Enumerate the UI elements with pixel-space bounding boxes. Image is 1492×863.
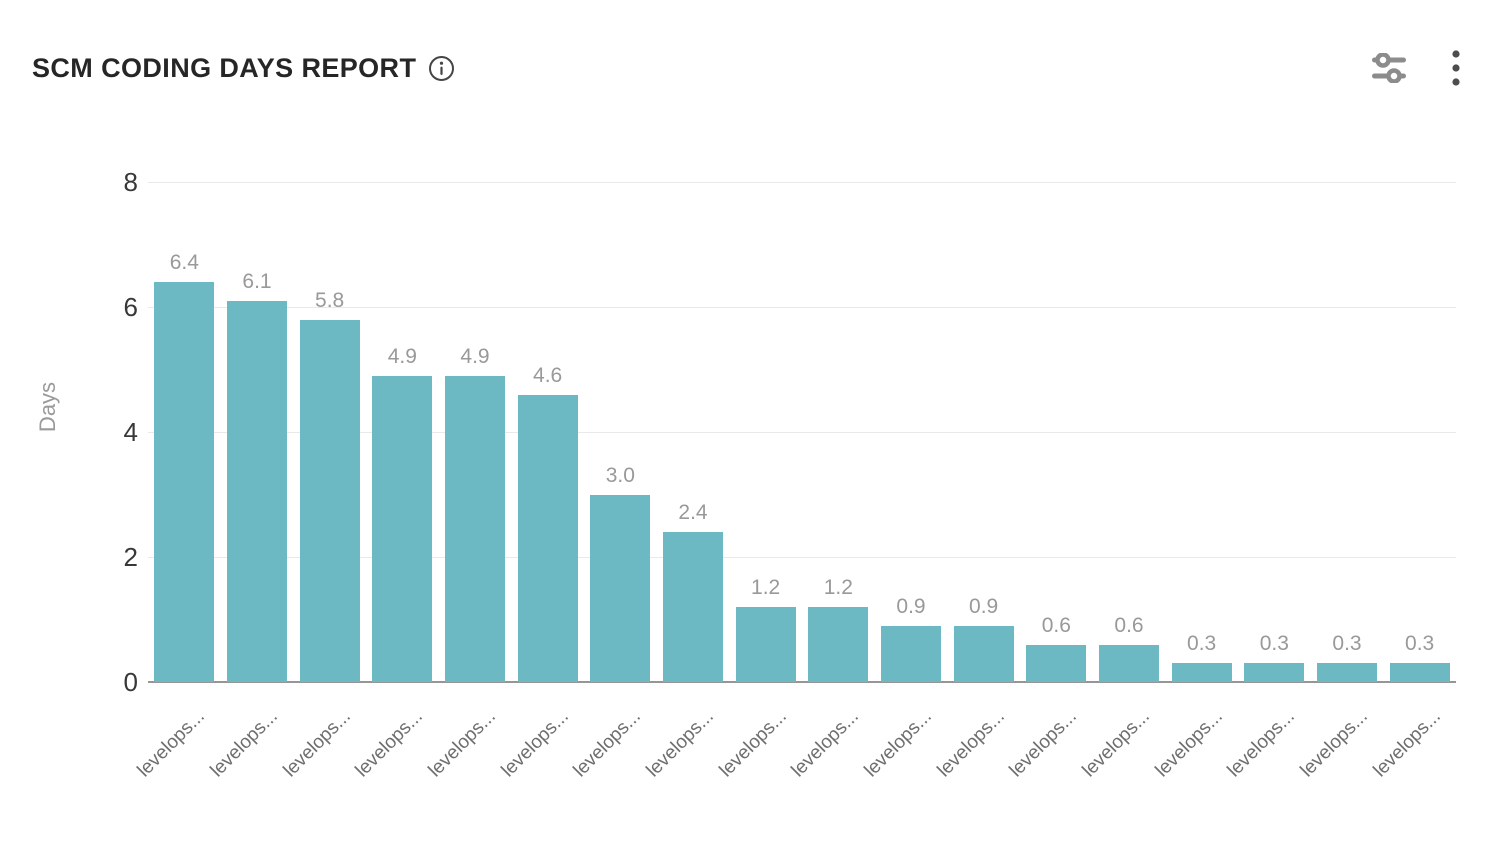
bar-value-label: 3.0 bbox=[605, 463, 635, 487]
bar[interactable] bbox=[1244, 663, 1305, 682]
bar-value-label: 4.6 bbox=[533, 363, 563, 387]
bar[interactable] bbox=[1026, 644, 1087, 682]
x-axis-label: levelops... bbox=[424, 706, 500, 782]
x-axis-line bbox=[148, 681, 1456, 683]
y-tick-label: 4 bbox=[123, 417, 138, 447]
bar-value-label: 1.2 bbox=[823, 576, 853, 599]
bar[interactable] bbox=[808, 607, 869, 682]
bar-value-label: 0.9 bbox=[969, 594, 999, 618]
bar[interactable] bbox=[881, 625, 941, 682]
bar-value-label: 0.9 bbox=[896, 594, 926, 618]
bar[interactable] bbox=[590, 494, 651, 682]
bar[interactable] bbox=[1317, 663, 1377, 682]
bar-value-label: 4.9 bbox=[387, 344, 417, 368]
bar[interactable] bbox=[953, 625, 1014, 682]
bar-value-label: 0.3 bbox=[1259, 632, 1289, 656]
bar-value-label: 0.6 bbox=[1114, 613, 1144, 637]
bar-value-label: 0.3 bbox=[1332, 632, 1362, 656]
x-axis-label: levelops... bbox=[1223, 706, 1300, 782]
bar[interactable] bbox=[1099, 644, 1159, 682]
bar[interactable] bbox=[735, 607, 796, 682]
y-tick-label: 8 bbox=[123, 167, 138, 197]
x-axis-label: levelops... bbox=[1005, 706, 1082, 782]
bar-value-label: 6.1 bbox=[242, 269, 272, 293]
x-axis-label: levelops... bbox=[860, 706, 936, 782]
x-axis-label: levelops... bbox=[351, 706, 428, 782]
bar-value-label: 1.2 bbox=[751, 576, 781, 599]
x-axis-label: levelops... bbox=[642, 706, 718, 782]
y-tick-label: 2 bbox=[123, 542, 138, 572]
x-axis-label: levelops... bbox=[569, 706, 646, 782]
sliders-icon[interactable] bbox=[1372, 53, 1406, 83]
x-axis-label: levelops... bbox=[206, 706, 282, 782]
bar-value-label: 4.9 bbox=[460, 344, 490, 368]
gridline bbox=[148, 432, 1456, 433]
x-axis-label: levelops... bbox=[1296, 706, 1372, 782]
bar-value-label: 2.4 bbox=[678, 501, 708, 524]
bar[interactable] bbox=[517, 394, 578, 682]
bar[interactable] bbox=[372, 375, 433, 682]
bar-value-label: 0.6 bbox=[1041, 613, 1071, 637]
gridline bbox=[148, 557, 1456, 558]
x-axis-label: levelops... bbox=[1078, 706, 1154, 782]
bar-value-label: 6.4 bbox=[169, 251, 199, 274]
bar-value-label: 0.3 bbox=[1405, 632, 1435, 656]
bar-value-label: 0.3 bbox=[1187, 632, 1217, 656]
bar[interactable] bbox=[154, 282, 215, 682]
y-tick-label: 0 bbox=[123, 667, 138, 697]
gridline bbox=[148, 182, 1456, 183]
x-axis-label: levelops... bbox=[1369, 706, 1445, 782]
bar[interactable] bbox=[1389, 663, 1450, 682]
x-axis-label: levelops... bbox=[133, 706, 210, 782]
x-axis-label: levelops... bbox=[787, 706, 864, 782]
bar[interactable] bbox=[299, 319, 360, 682]
bar[interactable] bbox=[1171, 663, 1232, 682]
widget-header: SCM CODING DAYS REPORT bbox=[32, 50, 1460, 86]
bar[interactable] bbox=[445, 375, 505, 682]
y-axis-title: Days bbox=[35, 381, 60, 433]
bar[interactable] bbox=[227, 300, 287, 682]
kebab-menu-icon[interactable] bbox=[1452, 50, 1460, 86]
page-title: SCM CODING DAYS REPORT bbox=[32, 52, 417, 83]
bar-value-label: 5.8 bbox=[315, 288, 345, 312]
y-tick-label: 6 bbox=[123, 292, 138, 322]
bar[interactable] bbox=[663, 532, 723, 682]
info-icon[interactable] bbox=[428, 55, 455, 82]
gridline bbox=[148, 307, 1456, 308]
